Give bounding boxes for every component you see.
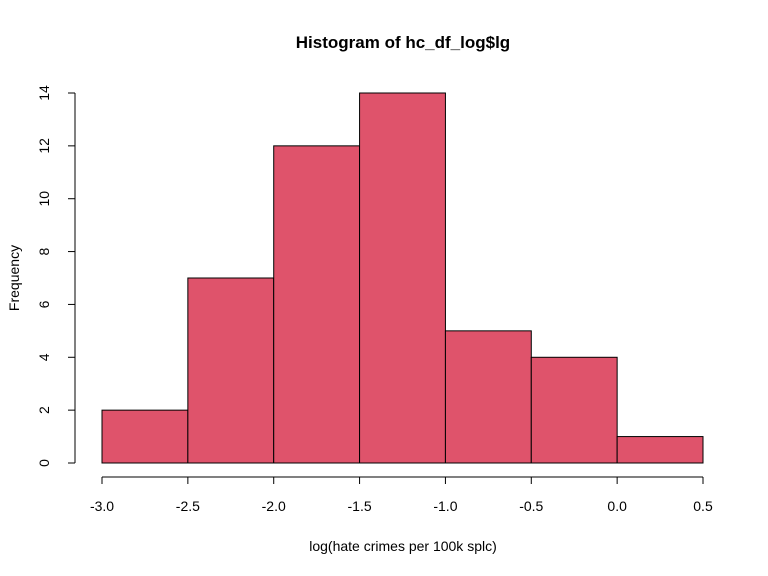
histogram-bar bbox=[530, 356, 618, 464]
x-tick-label: -2.5 bbox=[176, 498, 200, 514]
y-tick-label: 10 bbox=[36, 191, 52, 207]
y-tick-label: 8 bbox=[36, 247, 52, 255]
bars-group bbox=[101, 92, 704, 464]
x-tick-label: -1.5 bbox=[348, 498, 372, 514]
histogram-bar bbox=[616, 436, 704, 464]
y-tick-label: 0 bbox=[36, 459, 52, 467]
x-tick-label: -0.5 bbox=[519, 498, 543, 514]
y-axis: 0 2 4 6 8 10 12 14 bbox=[36, 85, 76, 467]
histogram-bar bbox=[101, 409, 189, 464]
y-tick-label: 6 bbox=[36, 300, 52, 308]
y-tick-label: 2 bbox=[36, 406, 52, 414]
histogram-bar bbox=[187, 277, 275, 464]
x-axis: -3.0 -2.5 -2.0 -1.5 -1.0 -0.5 0.0 0.5 bbox=[90, 476, 713, 514]
chart-title: Histogram of hc_df_log$lg bbox=[296, 33, 510, 52]
x-axis-label: log(hate crimes per 100k splc) bbox=[309, 538, 497, 554]
histogram-bar bbox=[359, 92, 446, 464]
x-tick-label: -1.0 bbox=[433, 498, 457, 514]
y-tick-label: 14 bbox=[36, 85, 52, 101]
x-tick-label: -3.0 bbox=[90, 498, 114, 514]
histogram-bar bbox=[444, 330, 532, 464]
histogram-bar bbox=[273, 145, 361, 464]
y-tick-label: 12 bbox=[36, 138, 52, 154]
x-tick-label: -2.0 bbox=[262, 498, 286, 514]
x-tick-label: 0.0 bbox=[607, 498, 627, 514]
x-tick-label: 0.5 bbox=[693, 498, 713, 514]
y-tick-label: 4 bbox=[36, 353, 52, 361]
y-axis-label: Frequency bbox=[6, 245, 22, 311]
